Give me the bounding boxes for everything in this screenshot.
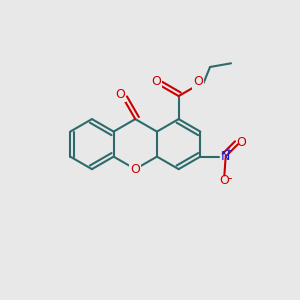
Text: O: O bbox=[130, 163, 140, 176]
Text: O: O bbox=[193, 75, 203, 88]
Text: +: + bbox=[224, 146, 232, 156]
Text: O: O bbox=[115, 88, 125, 100]
Text: O: O bbox=[236, 136, 246, 149]
Text: O: O bbox=[219, 174, 229, 187]
Text: O: O bbox=[151, 75, 161, 88]
Text: N: N bbox=[220, 150, 230, 163]
Text: -: - bbox=[227, 172, 232, 185]
